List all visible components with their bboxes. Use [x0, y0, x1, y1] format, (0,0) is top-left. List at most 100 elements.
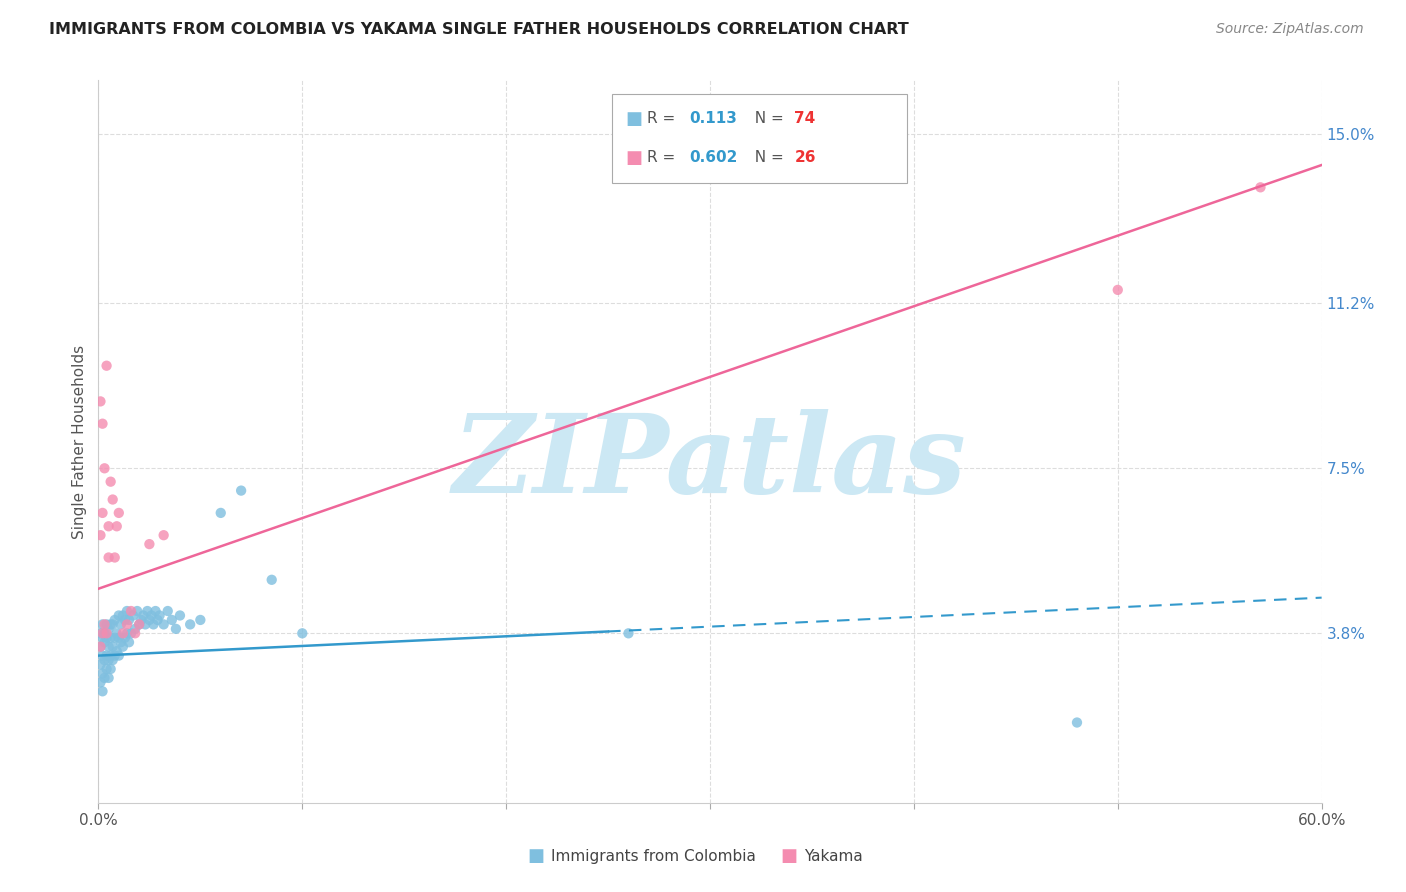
- Point: [124, 626, 146, 640]
- Point: [91, 666, 114, 681]
- Point: [108, 506, 131, 520]
- Point: [96, 648, 118, 663]
- Point: [105, 626, 128, 640]
- Point: [127, 604, 149, 618]
- Point: [108, 648, 131, 663]
- Point: [146, 613, 169, 627]
- Point: [110, 635, 132, 649]
- Point: [91, 617, 114, 632]
- Point: [89, 657, 111, 672]
- Point: [120, 626, 142, 640]
- Point: [115, 626, 138, 640]
- Point: [93, 653, 115, 667]
- Point: [617, 626, 640, 640]
- Text: 0.602: 0.602: [689, 151, 737, 165]
- Point: [104, 631, 127, 645]
- Point: [96, 626, 118, 640]
- Point: [156, 604, 179, 618]
- Point: [122, 608, 145, 623]
- Point: [101, 492, 124, 507]
- Point: [129, 613, 152, 627]
- Point: [91, 626, 114, 640]
- Point: [134, 617, 156, 632]
- Point: [104, 613, 127, 627]
- Text: Source: ZipAtlas.com: Source: ZipAtlas.com: [1216, 22, 1364, 37]
- Point: [89, 626, 111, 640]
- Point: [188, 613, 212, 627]
- Point: [108, 631, 131, 645]
- Text: N =: N =: [745, 112, 789, 126]
- Point: [91, 684, 114, 698]
- Point: [100, 648, 122, 663]
- Point: [141, 608, 163, 623]
- Point: [91, 648, 114, 663]
- Text: Yakama: Yakama: [804, 849, 863, 863]
- Point: [93, 671, 115, 685]
- Point: [108, 608, 131, 623]
- Point: [91, 506, 114, 520]
- Point: [93, 635, 115, 649]
- Point: [89, 675, 111, 690]
- Point: [169, 608, 191, 623]
- Point: [100, 617, 122, 632]
- Point: [114, 631, 136, 645]
- Text: 26: 26: [794, 151, 815, 165]
- Point: [142, 617, 165, 632]
- Text: R =: R =: [647, 151, 681, 165]
- Point: [105, 644, 128, 658]
- Point: [97, 519, 120, 533]
- Point: [179, 617, 201, 632]
- Point: [97, 550, 120, 565]
- Text: 0.113: 0.113: [689, 112, 737, 126]
- Point: [115, 617, 138, 632]
- Point: [89, 394, 111, 409]
- Point: [165, 622, 187, 636]
- Point: [128, 617, 150, 632]
- Point: [101, 640, 124, 654]
- Point: [97, 653, 120, 667]
- Point: [231, 483, 253, 498]
- Point: [93, 461, 115, 475]
- Point: [152, 528, 174, 542]
- Point: [101, 653, 124, 667]
- Point: [152, 617, 174, 632]
- Point: [260, 573, 283, 587]
- Point: [138, 537, 160, 551]
- Point: [128, 617, 150, 632]
- Point: [114, 613, 136, 627]
- Point: [93, 617, 115, 632]
- Point: [160, 613, 183, 627]
- Point: [89, 640, 111, 654]
- Point: [118, 613, 141, 627]
- Point: [96, 662, 118, 676]
- Point: [91, 417, 114, 431]
- Point: [104, 550, 127, 565]
- Point: [96, 631, 118, 645]
- Y-axis label: Single Father Households: Single Father Households: [72, 344, 87, 539]
- Point: [1107, 283, 1129, 297]
- Point: [124, 622, 146, 636]
- Point: [110, 617, 132, 632]
- Point: [209, 506, 232, 520]
- Point: [132, 608, 155, 623]
- Point: [111, 608, 134, 623]
- Point: [115, 604, 138, 618]
- Text: IMMIGRANTS FROM COLOMBIA VS YAKAMA SINGLE FATHER HOUSEHOLDS CORRELATION CHART: IMMIGRANTS FROM COLOMBIA VS YAKAMA SINGL…: [49, 22, 908, 37]
- Text: Immigrants from Colombia: Immigrants from Colombia: [551, 849, 756, 863]
- Point: [111, 640, 134, 654]
- Text: ■: ■: [780, 847, 797, 865]
- Point: [97, 671, 120, 685]
- Point: [89, 640, 111, 654]
- Point: [97, 622, 120, 636]
- Point: [149, 608, 172, 623]
- Text: ■: ■: [626, 149, 643, 167]
- Point: [100, 475, 122, 489]
- Point: [111, 626, 134, 640]
- Point: [91, 631, 114, 645]
- Point: [291, 626, 314, 640]
- Point: [96, 359, 118, 373]
- Text: ZIPatlas: ZIPatlas: [453, 409, 967, 517]
- Point: [1066, 715, 1088, 730]
- Point: [100, 631, 122, 645]
- Text: R =: R =: [647, 112, 681, 126]
